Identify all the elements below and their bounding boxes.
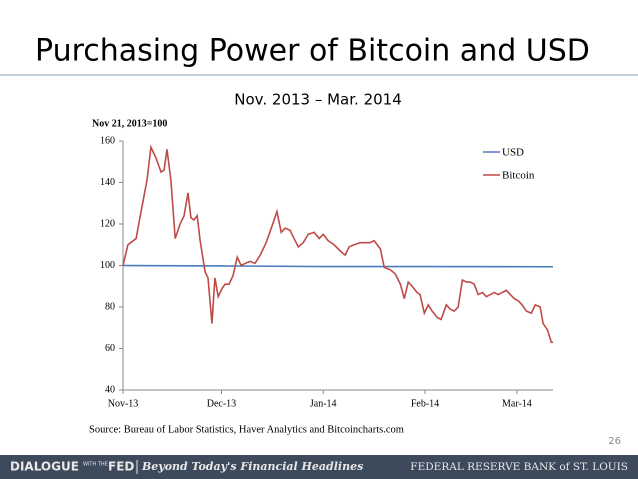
footer-bank: FEDERAL RESERVE BANK of ST. LOUIS (410, 461, 628, 473)
y-axis-label: Nov 21, 2013=100 (92, 118, 167, 129)
series-line (122, 144, 553, 344)
y-tick-label: 60 (105, 343, 115, 354)
y-tick-label: 40 (105, 384, 115, 395)
x-tick-label: Nov-13 (108, 398, 139, 409)
source-note: Source: Bureau of Labor Statistics, Have… (89, 424, 404, 435)
y-tick-label: 140 (100, 177, 115, 188)
subtitle: Nov. 2013 – Mar. 2014 (234, 91, 402, 109)
footer-tagline: Beyond Today's Financial Headlines (141, 460, 363, 473)
x-tick-label: Feb-14 (411, 398, 439, 409)
footer-bar (0, 455, 638, 479)
slide-title: Purchasing Power of Bitcoin and USD (35, 34, 590, 69)
footer-brand: DIALOGUE (10, 460, 79, 474)
footer-brand-small: WITH THE (83, 462, 108, 468)
y-tick-label: 80 (105, 301, 115, 312)
x-tick-label: Mar-14 (502, 398, 532, 409)
series-line (122, 264, 554, 268)
page-number: 26 (608, 436, 621, 447)
y-tick-label: 100 (100, 260, 115, 271)
y-tick-label: 160 (100, 135, 115, 146)
footer-brand-fed: FED (108, 460, 134, 474)
x-tick-label: Jan-14 (310, 398, 337, 409)
legend-label: USD (502, 147, 524, 159)
y-tick-label: 120 (100, 218, 115, 229)
x-tick-label: Dec-13 (207, 398, 236, 409)
legend-label: Bitcoin (502, 170, 535, 182)
